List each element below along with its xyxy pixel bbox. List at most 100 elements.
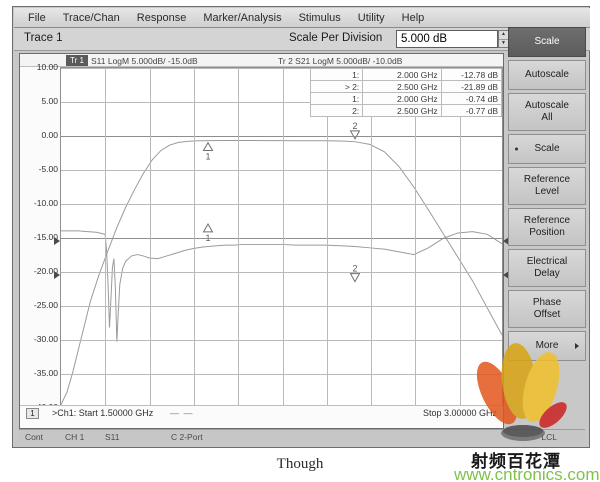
marker-triangle-up-icon[interactable]	[202, 222, 214, 233]
softkey-reference-level[interactable]: Reference Level	[508, 167, 586, 205]
softkey-phase-offset[interactable]: Phase Offset	[508, 290, 586, 328]
menu-item-file[interactable]: File	[28, 11, 46, 24]
menu-item-marker-analysis[interactable]: Marker/Analysis	[203, 11, 282, 24]
status-port-config: C 2-Port	[171, 432, 203, 442]
marker-frequency: 2.000 GHz	[362, 68, 442, 81]
softkey-scale[interactable]: Scale	[508, 27, 586, 57]
reference-marker-left-tr1[interactable]	[54, 271, 60, 279]
marker-triangle-down-icon[interactable]	[349, 130, 361, 140]
reference-marker-right-tr2[interactable]	[503, 237, 509, 245]
grid-line-vertical	[149, 68, 151, 406]
reference-marker-right-tr1[interactable]	[503, 271, 509, 279]
status-channel: CH 1	[65, 432, 85, 442]
trace-curves: 1 2 1 2	[61, 121, 502, 405]
marker-number-label: 1	[206, 233, 211, 243]
selected-dot-icon	[515, 147, 518, 151]
marker-frequency: 2.500 GHz	[362, 80, 442, 93]
grid-line-vertical	[282, 68, 284, 406]
grid-line-vertical	[459, 68, 461, 406]
menu-item-utility[interactable]: Utility	[357, 11, 385, 24]
softkey-electrical-delay[interactable]: Electrical Delay	[508, 249, 586, 287]
y-tick-label: -20.00	[33, 266, 58, 276]
channel-badge[interactable]: 1	[26, 408, 39, 419]
grid-line-horizontal	[61, 306, 502, 307]
menu-item-trace-chan[interactable]: Trace/Chan	[62, 11, 120, 24]
grid-line-horizontal	[61, 340, 502, 341]
y-tick-label: -25.00	[33, 300, 58, 310]
marker-table-row[interactable]: 2: 2.500 GHz -0.77 dB	[309, 104, 503, 117]
grid-line-horizontal	[61, 170, 502, 171]
reference-marker-left-tr2[interactable]	[54, 237, 60, 245]
trace-dash-indicator: — —	[170, 408, 194, 418]
trace-1-badge[interactable]: Tr 1	[66, 55, 88, 66]
marker-number-label: 1	[206, 151, 211, 161]
status-lcl: LCL	[541, 432, 557, 442]
vna-window: File Trace/Chan Response Marker/Analysis…	[12, 6, 599, 482]
scale-toolbar: Trace 1 Scale Per Division 5.000 dB ▲ ▼	[14, 28, 590, 51]
grid-line-vertical	[193, 68, 195, 406]
menu-item-help[interactable]: Help	[401, 11, 425, 24]
y-tick-label: -35.00	[33, 368, 58, 378]
softkey-label: Electrical Delay	[526, 256, 568, 279]
softkey-more[interactable]: More	[508, 331, 586, 361]
grid-line-vertical	[238, 68, 240, 406]
y-tick-label: -10.00	[33, 198, 58, 208]
marker-table-row[interactable]: 1: 2.000 GHz -12.78 dB	[309, 68, 503, 81]
marker-table-row[interactable]: 1: 2.000 GHz -0.74 dB	[309, 92, 503, 105]
softkey-label: Reference Position	[523, 215, 571, 238]
marker-number-label: 2	[353, 264, 358, 274]
marker-frequency: 2.500 GHz	[362, 104, 442, 117]
plot-panel: Tr 1 S11 LogM 5.000dB/ -15.0dB Tr 2 S21 …	[19, 53, 509, 429]
grid-line-horizontal	[61, 374, 502, 375]
sweep-stop-label[interactable]: Stop 3.00000 GHz	[422, 408, 497, 418]
grid-line-horizontal	[61, 136, 502, 137]
sweep-start-label[interactable]: >Ch1: Start 1.50000 GHz	[52, 408, 154, 418]
marker-triangle-up-icon[interactable]	[202, 141, 214, 152]
grid-line-vertical	[371, 68, 373, 406]
stepper-down-icon[interactable]: ▼	[501, 39, 506, 46]
menu-bar: File Trace/Chan Response Marker/Analysis…	[14, 8, 590, 28]
grid-line-vertical	[415, 68, 417, 406]
trace-selector[interactable]: Trace 1	[24, 32, 63, 44]
grid-line-vertical	[326, 68, 328, 406]
trace-1-format: S11 LogM 5.000dB/ -15.0dB	[91, 56, 198, 66]
marker-index: 1:	[309, 92, 364, 105]
trace-2-format: Tr 2 S21 LogM 5.000dB/ -10.0dB	[278, 56, 403, 66]
marker-number-label: 2	[353, 121, 358, 131]
scale-per-division-input[interactable]: 5.000 dB	[396, 30, 498, 48]
softkey-autoscale-all[interactable]: Autoscale All	[508, 93, 586, 131]
menu-item-response[interactable]: Response	[136, 11, 187, 24]
softkey-label: Autoscale All	[525, 100, 569, 123]
trace-curve	[61, 230, 502, 342]
marker-index: > 2:	[309, 80, 364, 93]
y-tick-label: 5.00	[41, 96, 58, 106]
softkey-label: Scale	[534, 143, 560, 154]
marker-triangle-down-icon[interactable]	[349, 273, 361, 283]
grid-line-vertical	[105, 68, 107, 406]
grid-line-horizontal	[61, 238, 502, 239]
softkey-label: Reference Level	[523, 174, 571, 197]
softkey-autoscale[interactable]: Autoscale	[508, 60, 586, 90]
marker-index: 2:	[309, 104, 364, 117]
softkey-sidebar: Scale Autoscale Autoscale All Scale Reference…	[508, 27, 586, 427]
grid-line-horizontal	[61, 68, 502, 69]
marker-table-row[interactable]: > 2: 2.500 GHz -21.89 dB	[309, 80, 503, 93]
softkey-scale[interactable]: Scale	[508, 134, 586, 164]
y-tick-label: -15.00	[33, 232, 58, 242]
scale-per-division-label: Scale Per Division	[289, 32, 383, 44]
status-bar: Cont CH 1 S11 C 2-Port LCL	[19, 429, 585, 443]
plot-grid[interactable]: 1 2 1 2	[54, 67, 509, 409]
grid-line-horizontal	[61, 272, 502, 273]
softkey-label: Autoscale	[525, 69, 569, 80]
status-parameter: S11	[105, 432, 120, 442]
chevron-right-icon	[575, 343, 579, 349]
y-tick-label: -5.00	[38, 164, 58, 174]
softkey-label: More	[535, 340, 559, 351]
stepper-up-icon[interactable]: ▲	[499, 31, 508, 40]
softkey-reference-position[interactable]: Reference Position	[508, 208, 586, 246]
y-tick-label: 10.00	[36, 62, 58, 72]
marker-value: -21.89 dB	[440, 80, 503, 93]
menu-item-stimulus[interactable]: Stimulus	[298, 11, 341, 24]
marker-readout-table: 1: 2.000 GHz -12.78 dB > 2: 2.500 GHz -21.89 …	[309, 68, 503, 117]
